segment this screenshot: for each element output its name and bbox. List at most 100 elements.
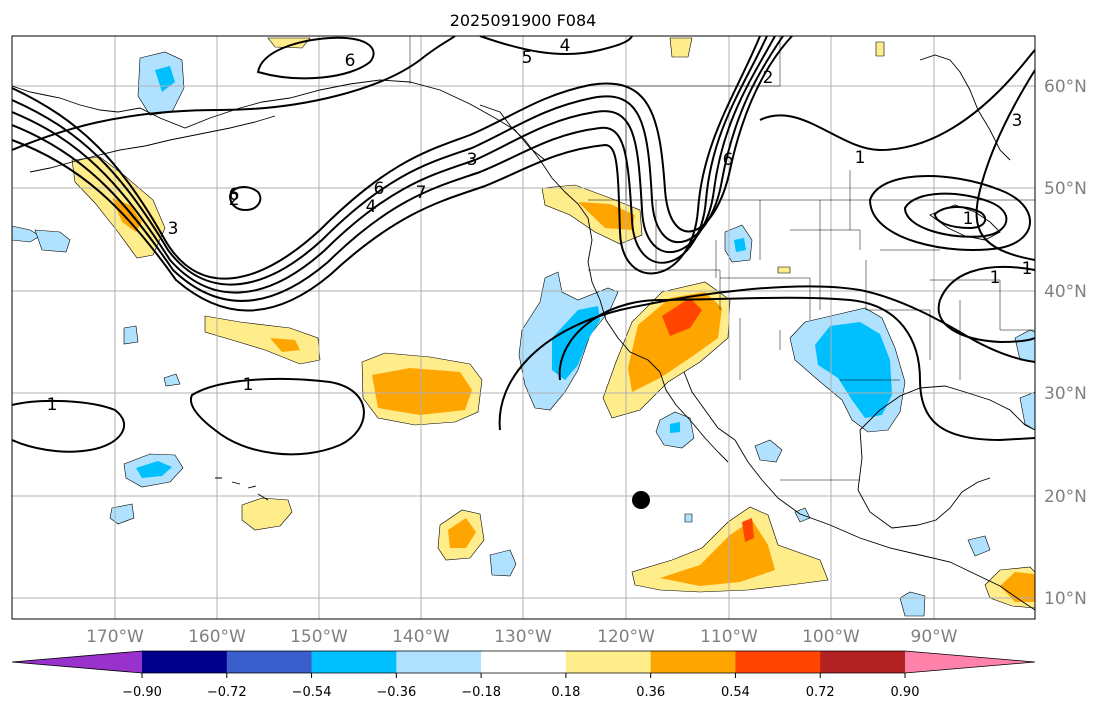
lon-label: 100°W: [802, 627, 860, 647]
contour-line: [12, 36, 456, 151]
negative-anomaly-core: [670, 422, 680, 433]
colorbar-segment: [142, 651, 228, 673]
lon-label: 170°W: [86, 627, 144, 647]
colorbar-segment: [226, 651, 313, 673]
contour-line: [937, 265, 1035, 344]
lat-label: 50°N: [1044, 179, 1087, 199]
negative-anomaly-region: [899, 591, 926, 617]
contour-line: [12, 36, 793, 280]
lon-label: 140°W: [392, 627, 450, 647]
negative-anomaly-region: [684, 513, 693, 523]
positive-anomaly-core: [448, 518, 476, 548]
contour-label: 1: [243, 375, 254, 395]
gulf-coast: [857, 429, 991, 529]
contour-line: [903, 192, 1008, 238]
contour-line: [12, 36, 776, 294]
negative-anomaly-region: [1014, 329, 1035, 363]
lon-label: 120°W: [597, 627, 655, 647]
lat-label: 40°N: [1044, 282, 1087, 302]
contour-label: 6: [723, 150, 734, 170]
colorbar-tick-label: −0.90: [122, 685, 162, 700]
colorbar-extend-min: [12, 651, 142, 673]
anomaly-fill-layer: [12, 37, 1035, 617]
colorbar-tick-label: −0.36: [376, 685, 416, 700]
latitude-axis: 60°N 50°N 40°N 30°N 20°N 10°N: [1044, 77, 1087, 609]
contour-line: [12, 399, 126, 453]
contour-line: [868, 175, 1031, 251]
lat-label: 10°N: [1044, 589, 1087, 609]
contour-line: [975, 69, 1035, 261]
positive-anomaly-core: [270, 338, 300, 352]
lon-label: 90°W: [911, 627, 958, 647]
negative-anomaly-region: [967, 535, 991, 557]
contour-label: 6: [345, 51, 356, 71]
contour-label: 7: [416, 183, 427, 203]
contour-label: 4: [366, 197, 377, 217]
contour-line: [190, 377, 365, 456]
contour-label: 1: [1022, 259, 1033, 279]
colorbar-tick-label: 0.54: [721, 685, 750, 700]
gulf-of-california: [683, 371, 736, 441]
negative-anomaly-region: [109, 503, 135, 525]
negative-anomaly-region: [123, 325, 139, 345]
colorbar: −0.90 −0.72 −0.54 −0.36 −0.18 0.18 0.36 0.54 0.7…: [11, 650, 1036, 700]
lon-label: 110°W: [700, 627, 758, 647]
aleutian-islands: [29, 115, 276, 173]
colorbar-extend-max: [905, 651, 1035, 673]
contour-line: [256, 36, 375, 80]
contour-label: 2: [229, 190, 240, 210]
positive-anomaly-core: [578, 202, 635, 230]
lat-label: 60°N: [1044, 77, 1087, 97]
colorbar-tick-label: 0.90: [891, 685, 920, 700]
colorbar-segment: [311, 651, 397, 673]
contour-line: [12, 36, 768, 302]
negative-anomaly-core: [136, 461, 172, 478]
negative-anomaly-region: [1019, 391, 1035, 431]
colorbar-segment: [396, 651, 482, 673]
us-west-coast: [587, 217, 661, 373]
contour-line: [479, 36, 633, 55]
colorbar-segment: [650, 651, 736, 673]
positive-anomaly-core: [628, 292, 722, 392]
lon-label: 150°W: [290, 627, 348, 647]
contour-label: 4: [560, 36, 571, 56]
colorbar-tick-label: 0.72: [806, 685, 835, 700]
negative-anomaly-core: [552, 306, 600, 380]
colorbar-segment: [565, 651, 652, 673]
positive-anomaly-peak: [662, 298, 702, 336]
alaska-coast: [12, 79, 546, 161]
longitude-axis: 170°W 160°W 150°W 140°W 130°W 120°W 110°…: [86, 627, 958, 647]
lat-label: 30°N: [1044, 384, 1087, 404]
colorbar-segment: [735, 651, 821, 673]
positive-anomaly-core: [372, 368, 472, 415]
negative-anomaly-core: [734, 238, 746, 252]
negative-anomaly-region: [754, 439, 783, 463]
map-frame: [11, 35, 1036, 620]
bc-coast: [479, 104, 589, 219]
contour-line: [933, 206, 987, 230]
positive-anomaly-core: [112, 198, 142, 232]
graticule: [12, 36, 1035, 619]
map-title: 2025091900 F084: [450, 11, 597, 30]
contour-labels: 6 4 5 2 6 3 6 4 7 3 2 6 1 1 1 1 3 1 1: [47, 36, 1033, 415]
colorbar-segment: [820, 651, 906, 673]
contour-label: 1: [963, 209, 974, 229]
contour-label: 1: [855, 148, 866, 168]
contour-line: [228, 186, 262, 212]
mexico-pacific-coast: [734, 439, 1035, 611]
contour-line: [12, 36, 761, 312]
colorbar-tick-label: −0.72: [207, 685, 247, 700]
negative-anomaly-region: [163, 373, 181, 387]
positive-anomaly-region: [267, 37, 311, 49]
colorbar-segment: [481, 651, 567, 673]
us-gulf-coast: [859, 385, 1035, 431]
positive-anomaly-core: [1000, 572, 1035, 602]
lat-label: 20°N: [1044, 487, 1087, 507]
contour-label: 3: [168, 219, 179, 239]
positive-anomaly-peak: [742, 518, 754, 542]
contour-line: [558, 296, 1035, 442]
coastlines: [12, 54, 1035, 611]
lon-label: 130°W: [494, 627, 552, 647]
political-borders: [409, 36, 1035, 481]
colorbar-tick-label: 0.36: [636, 685, 665, 700]
